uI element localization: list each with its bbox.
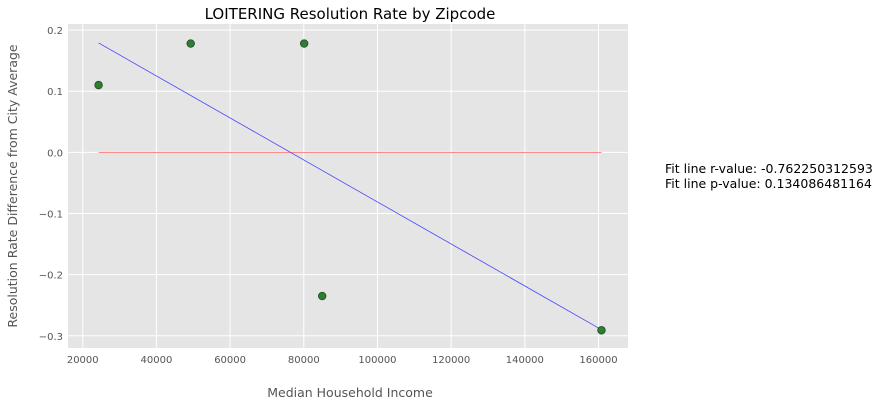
x-tick-label: 40000 (141, 355, 173, 366)
x-tick-label: 100000 (358, 355, 396, 366)
x-tick-label: 140000 (506, 355, 544, 366)
chart-title: LOITERING Resolution Rate by Zipcode (205, 5, 496, 23)
y-tick-label: 0.1 (47, 87, 63, 98)
tick-labels: 20000 40000 60000 80000 100000 120000 140000 16… (39, 26, 618, 366)
reference-lines (98, 42, 602, 331)
y-axis-label: Resolution Rate Difference from City Ave… (5, 44, 20, 328)
data-point (94, 80, 103, 90)
data-point (318, 291, 327, 301)
x-tick-label: 160000 (579, 355, 617, 366)
y-tick-label: −0.3 (39, 332, 63, 343)
data-point (597, 326, 606, 335)
data-point (186, 39, 195, 48)
x-tick-label: 20000 (67, 355, 99, 366)
x-tick-label: 80000 (288, 355, 320, 366)
y-tick-label: 0.2 (47, 26, 63, 37)
plot-background (68, 24, 628, 348)
y-tick-label: −0.1 (39, 210, 63, 221)
fit-r-value-annotation: Fit line r-value: -0.762250312593 (665, 161, 873, 176)
x-axis-label: Median Household Income (267, 385, 433, 400)
x-tick-label: 120000 (432, 355, 470, 366)
fit-line (98, 42, 602, 331)
x-tick-label: 60000 (214, 355, 246, 366)
y-tick-label: 0.0 (47, 148, 63, 159)
fit-p-value-annotation: Fit line p-value: 0.134086481164 (665, 176, 872, 191)
y-tick-label: −0.2 (39, 271, 63, 282)
data-points (94, 39, 606, 335)
data-point (299, 39, 309, 48)
